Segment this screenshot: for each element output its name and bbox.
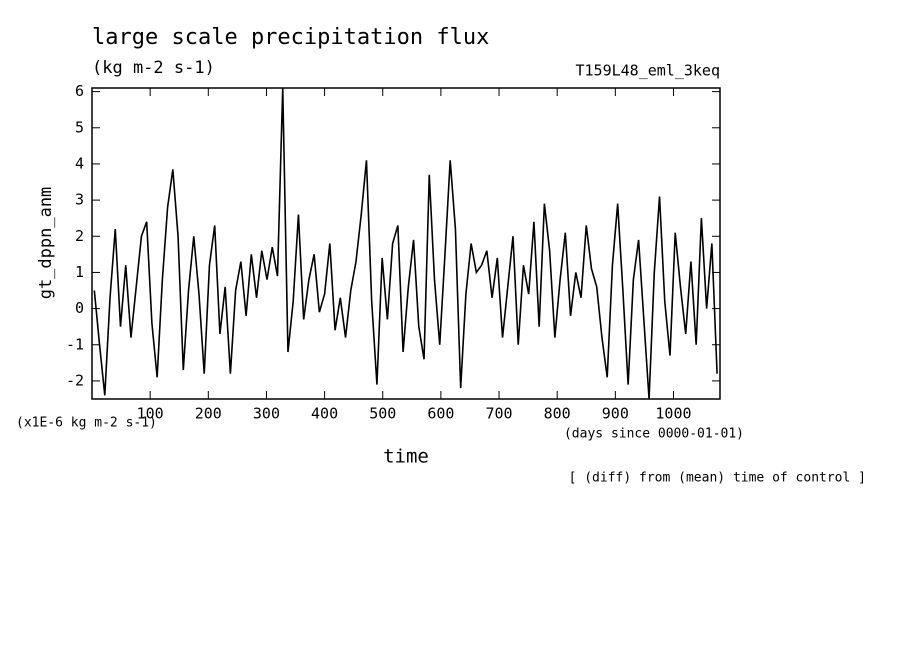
x-tick-label: 900 bbox=[602, 405, 629, 423]
x-tick-label: 200 bbox=[195, 405, 222, 423]
y-tick-label: 5 bbox=[75, 118, 84, 136]
plot-frame bbox=[91, 87, 721, 400]
y-tick-label: 6 bbox=[75, 82, 84, 100]
chart-title: large scale precipitation flux bbox=[92, 25, 489, 50]
x-tick-label: 800 bbox=[544, 405, 571, 423]
y-tick-label: 3 bbox=[75, 191, 84, 209]
y-unit-label: (x1E-6 kg m-2 s-1) bbox=[16, 416, 157, 431]
y-tick-label: 4 bbox=[75, 154, 84, 172]
y-tick-label: 0 bbox=[75, 299, 84, 317]
note: [ (diff) from (mean) time of control ] bbox=[569, 471, 866, 486]
x-tick-label: 600 bbox=[427, 405, 454, 423]
x-tick-label: 500 bbox=[369, 405, 396, 423]
x-tick-label: 100 bbox=[137, 405, 164, 423]
data-line bbox=[93, 87, 718, 400]
x-tick-label: 700 bbox=[485, 405, 512, 423]
y-axis-label: gt_dppn_anm bbox=[36, 187, 56, 300]
x-tick-label: 300 bbox=[253, 405, 280, 423]
y-tick-label: 1 bbox=[75, 263, 84, 281]
y-tick-label: 2 bbox=[75, 227, 84, 245]
chart-subtitle: (kg m-2 s-1) bbox=[92, 58, 215, 78]
y-tick-label: -1 bbox=[66, 335, 84, 353]
y-tick-label: -2 bbox=[66, 371, 84, 389]
x-unit-label: (days since 0000-01-01) bbox=[564, 427, 744, 442]
x-axis-label: time bbox=[383, 446, 429, 468]
x-tick-label: 1000 bbox=[655, 405, 691, 423]
x-tick-label: 400 bbox=[311, 405, 338, 423]
run-label: T159L48_eml_3keq bbox=[576, 62, 721, 80]
